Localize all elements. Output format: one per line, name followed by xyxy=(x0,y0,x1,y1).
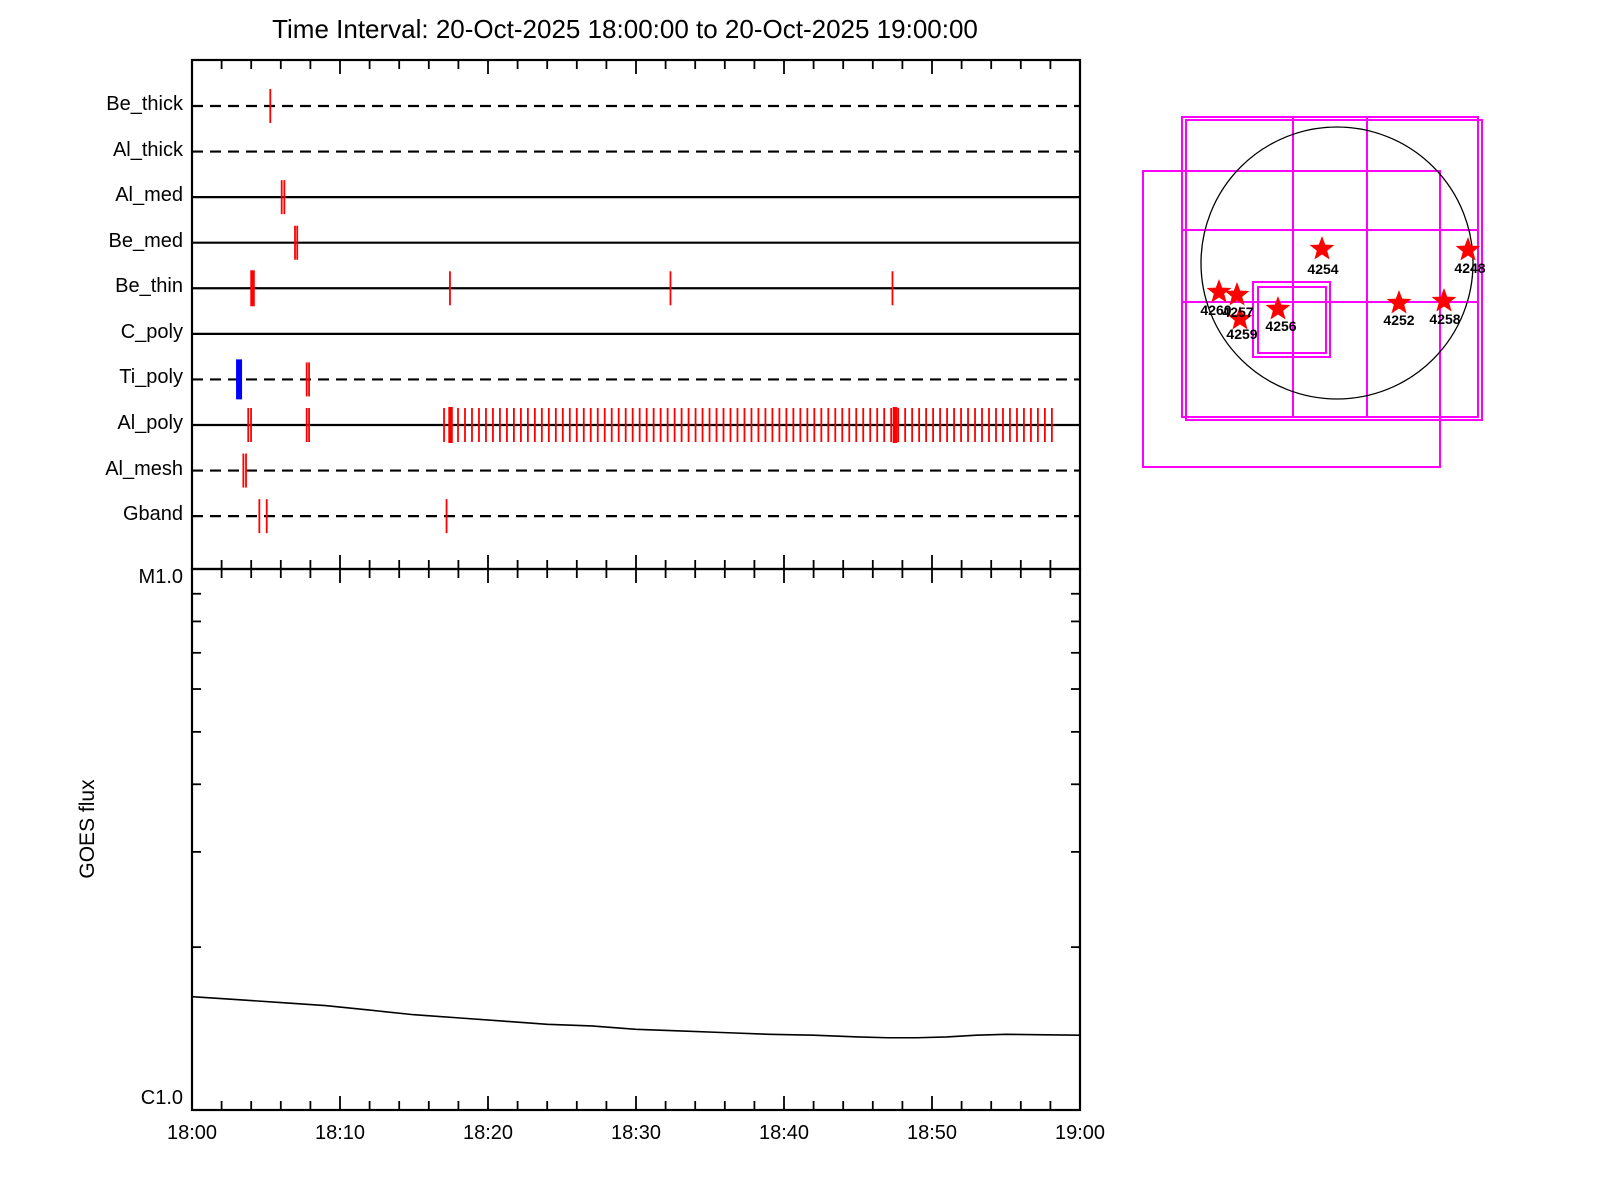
active-region-label-4252: 4252 xyxy=(1383,312,1415,328)
goes-y-top-tick-label: M1.0 xyxy=(138,566,183,588)
x-axis-tick-label-18:50: 18:50 xyxy=(906,1122,958,1144)
x-axis-tick-label-18:20: 18:20 xyxy=(462,1122,514,1144)
channel-label-Be_thick: Be_thick xyxy=(106,93,183,115)
channel-label-Al_thick: Al_thick xyxy=(112,138,183,161)
channel-label-Gband: Gband xyxy=(122,503,183,526)
active-region-star-4254 xyxy=(1309,236,1335,260)
goes-y-bottom-tick-label: C1.0 xyxy=(140,1087,183,1109)
channel-label-Al_poly: Al_poly xyxy=(117,411,183,434)
active-region-star-4248 xyxy=(1455,237,1481,261)
active-region-star-4260 xyxy=(1206,279,1232,303)
active-region-label-4254: 4254 xyxy=(1307,261,1339,277)
active-region-star-4252 xyxy=(1386,290,1412,314)
active-region-star-4259 xyxy=(1227,306,1253,330)
channel-label-Ti_poly: Ti_poly xyxy=(119,366,183,389)
x-axis-tick-label-18:30: 18:30 xyxy=(610,1122,662,1144)
active-region-label-4260: 4260 xyxy=(1200,302,1232,318)
fov-box-0 xyxy=(1181,116,1479,418)
channel-label-Be_med: Be_med xyxy=(108,229,184,252)
active-region-label-4248: 4248 xyxy=(1454,260,1486,276)
chart-title: Time Interval: 20-Oct-2025 18:00:00 to 2… xyxy=(272,14,978,44)
active-region-label-4259: 4259 xyxy=(1226,326,1258,342)
active-region-star-4257 xyxy=(1224,282,1250,306)
fov-box-3 xyxy=(1252,281,1331,358)
active-region-star-4256 xyxy=(1265,296,1291,320)
x-axis-tick-label-19:00: 19:00 xyxy=(1054,1122,1106,1144)
x-axis-tick-label-18:10: 18:10 xyxy=(314,1122,366,1144)
fov-box-1 xyxy=(1185,119,1483,421)
solar-disk xyxy=(1200,126,1474,400)
channel-label-Be_thin: Be_thin xyxy=(115,275,183,298)
active-region-star-4258 xyxy=(1431,288,1457,312)
channel-label-Al_med: Al_med xyxy=(115,184,183,207)
channel-label-Al_mesh: Al_mesh xyxy=(105,457,183,480)
x-axis-tick-label-18:00: 18:00 xyxy=(166,1122,218,1144)
active-region-label-4256: 4256 xyxy=(1265,318,1297,334)
x-axis-tick-label-18:40: 18:40 xyxy=(758,1122,810,1144)
active-region-label-4258: 4258 xyxy=(1429,311,1461,327)
channel-label-C_poly: C_poly xyxy=(120,320,183,343)
active-region-label-4257: 4257 xyxy=(1222,304,1254,320)
fov-box-2 xyxy=(1142,170,1441,468)
